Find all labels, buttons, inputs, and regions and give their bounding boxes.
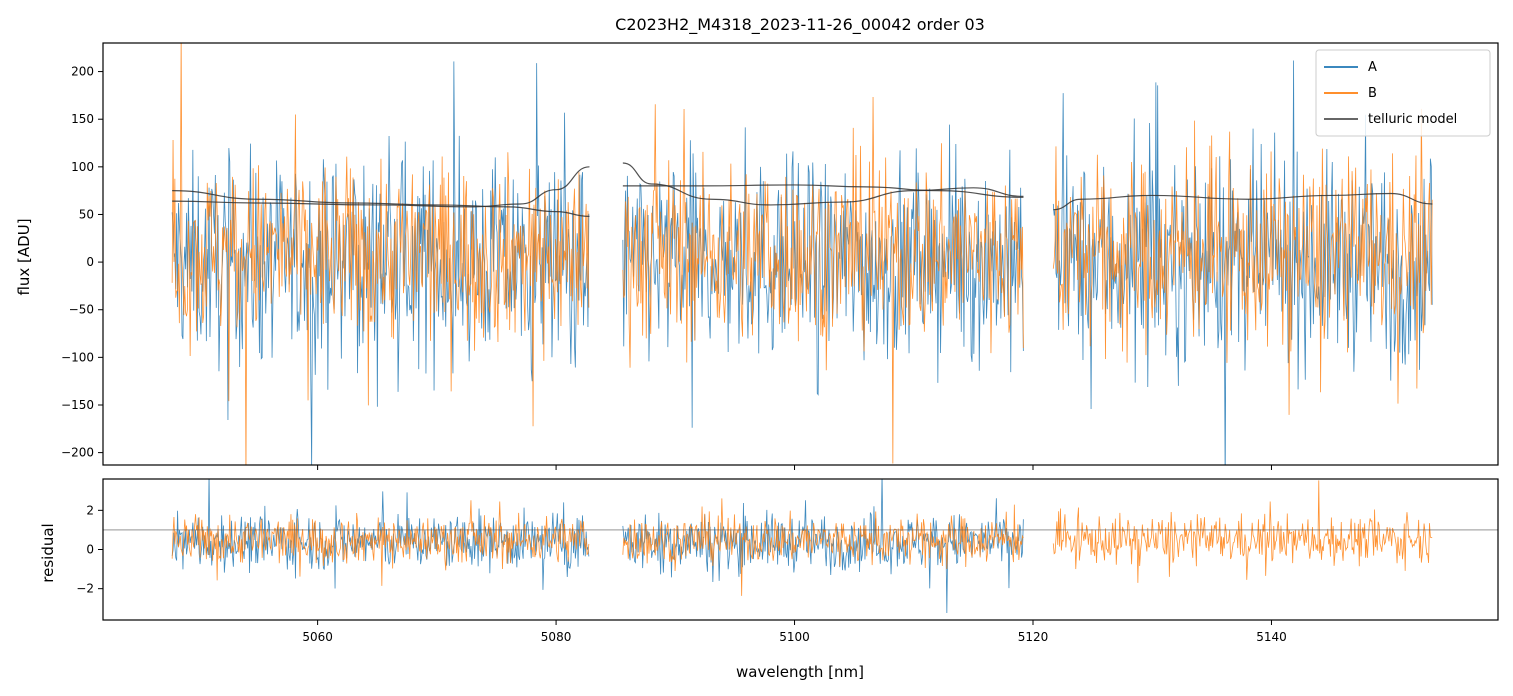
flux-plot-area: [171, 43, 1433, 465]
residual-plot-area: [103, 479, 1498, 614]
series-b-residual-segment-1: [171, 500, 590, 586]
residual-axes-frame: [102, 478, 1499, 621]
y-tick-label: −150: [61, 398, 94, 412]
legend-box: [1315, 49, 1491, 137]
flux-panel: 200 150 100 50 0 −50 −100 −150 −200 flux [ADU]: [15, 42, 1499, 470]
residual-y-axis-label: residual: [39, 523, 57, 582]
x-axis-label: wavelength [nm]: [736, 663, 864, 681]
residual-x-ticks: 5060 5080 5100 5120 5140: [302, 620, 1287, 644]
x-tick-label: 5060: [302, 630, 333, 644]
residual-y-ticks: 2 0 −2: [76, 503, 103, 596]
legend-label-telluric: telluric model: [1368, 112, 1457, 127]
y-tick-label: 50: [79, 207, 94, 221]
series-b-residual-segment-3: [1052, 480, 1433, 583]
x-tick-label: 5140: [1256, 630, 1287, 644]
y-tick-label: 2: [86, 503, 94, 517]
y-tick-label: 200: [71, 65, 94, 79]
flux-y-ticks: 200 150 100 50 0 −50 −100 −150 −200: [61, 65, 103, 460]
series-b-residual-segment-2: [622, 498, 1024, 596]
legend: A B telluric model: [1315, 49, 1491, 137]
x-tick-label: 5080: [541, 630, 572, 644]
y-tick-label: −200: [61, 446, 94, 460]
x-tick-label: 5100: [779, 630, 810, 644]
y-tick-label: 150: [71, 112, 94, 126]
legend-label-b: B: [1368, 86, 1377, 101]
residual-panel: 2 0 −2 5060 5080 5100 5120 5140 residual: [39, 478, 1499, 644]
y-tick-label: 100: [71, 160, 94, 174]
y-tick-label: −50: [69, 303, 94, 317]
telluric-model-curve: [172, 166, 590, 208]
telluric-model-curve: [172, 190, 590, 217]
flux-x-ticks: [317, 465, 1272, 470]
series-a-residual-segment-2: [622, 479, 1024, 614]
series-b-flux-segment-2: [622, 97, 1024, 464]
legend-label-a: A: [1368, 60, 1377, 75]
flux-axes-frame: [102, 42, 1499, 466]
y-tick-label: −2: [76, 582, 94, 596]
telluric-model-curve: [622, 184, 1024, 198]
telluric-model-curve: [622, 162, 1024, 206]
y-tick-label: 0: [86, 543, 94, 557]
y-tick-label: 0: [86, 255, 94, 269]
y-tick-label: −100: [61, 350, 94, 364]
x-tick-label: 5120: [1018, 630, 1049, 644]
series-a-flux-segment-2: [622, 124, 1024, 428]
telluric-model-curve: [1053, 192, 1433, 211]
series-b-flux-segment-3: [1052, 108, 1433, 415]
chart-title: C2023H2_M4318_2023-11-26_00042 order 03: [615, 15, 985, 35]
flux-y-axis-label: flux [ADU]: [15, 218, 33, 295]
series-b-flux-segment-1: [171, 43, 590, 465]
